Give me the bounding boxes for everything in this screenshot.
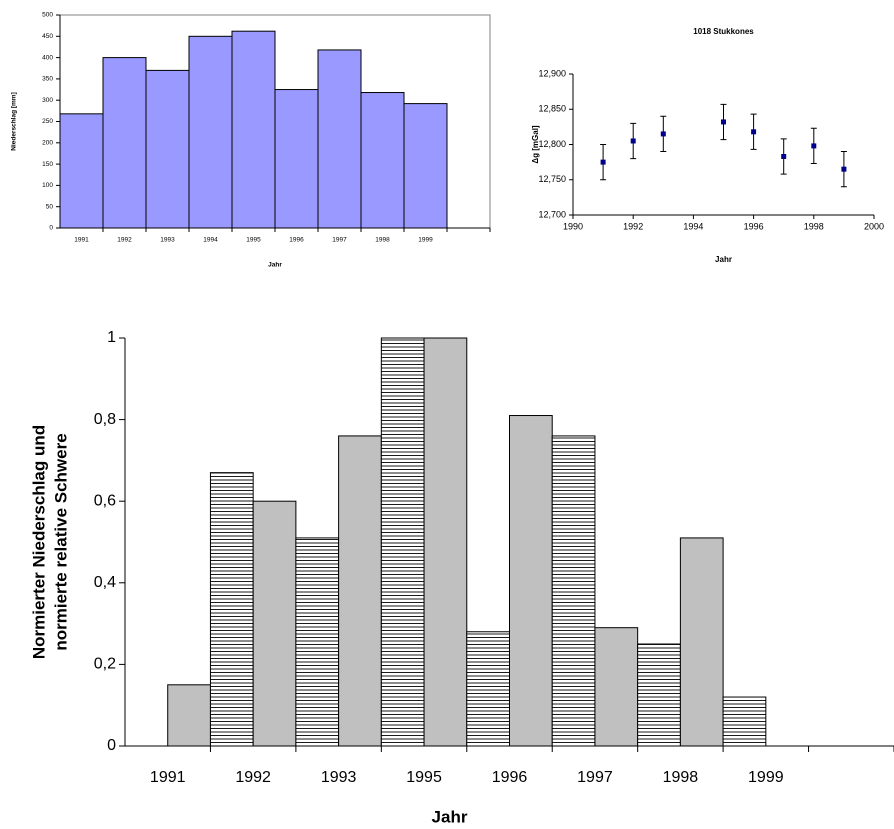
- point: [781, 153, 787, 159]
- bar: [637, 643, 681, 747]
- y-tick-label: 200: [42, 140, 53, 147]
- x-tick-label: 1997: [577, 769, 613, 786]
- bar: [102, 57, 147, 229]
- y-tick-label: 12,900: [538, 68, 566, 78]
- bar: [722, 696, 767, 747]
- y-tick-label: 400: [42, 54, 53, 61]
- x-axis-label: Jahr: [715, 255, 732, 264]
- x-axis-label: Jahr: [268, 262, 282, 269]
- bar: [423, 337, 468, 747]
- x-tick-label: 1993: [321, 769, 357, 786]
- x-tick-label: 1996: [492, 769, 528, 786]
- x-tick-label: 1990: [563, 221, 583, 231]
- y-tick-label: 0,2: [94, 656, 116, 673]
- y-tick-label: 300: [42, 97, 53, 104]
- y-tick-label: 0,4: [94, 574, 116, 591]
- x-tick-label: 1999: [418, 237, 433, 244]
- x-tick-label: 1991: [74, 237, 89, 244]
- x-tick-label: 1991: [150, 769, 186, 786]
- y-tick-label: 350: [42, 76, 53, 83]
- y-tick-label: 12,700: [538, 209, 566, 219]
- bar: [360, 92, 405, 229]
- y-axis-label: Δg [mGal]: [531, 125, 540, 164]
- bar: [380, 337, 425, 747]
- x-tick-label: 1992: [623, 221, 643, 231]
- y-tick-label: 0: [107, 737, 116, 754]
- bar: [338, 435, 382, 747]
- point: [841, 166, 847, 172]
- chart-title: 1018 Stukkones: [693, 27, 754, 36]
- point: [751, 129, 757, 135]
- y-tick-label: 150: [42, 161, 53, 168]
- y-tick-label: 0,8: [94, 411, 116, 428]
- bar: [231, 30, 276, 229]
- y-tick-label: 0: [49, 225, 53, 232]
- bar: [551, 435, 596, 747]
- x-tick-label: 1992: [117, 237, 132, 244]
- x-tick-label: 1996: [744, 221, 764, 231]
- bar: [59, 113, 104, 229]
- x-tick-label: 1999: [748, 769, 784, 786]
- x-tick-label: 1998: [663, 769, 699, 786]
- x-tick-label: 1993: [160, 237, 175, 244]
- bar: [594, 627, 639, 747]
- bar: [188, 35, 233, 229]
- x-tick-label: 1998: [375, 237, 390, 244]
- bar: [274, 89, 319, 229]
- y-tick-label: 12,750: [538, 174, 566, 184]
- point: [660, 131, 666, 137]
- y-tick-label: 12,850: [538, 104, 566, 114]
- x-tick-label: 2000: [864, 221, 884, 231]
- x-tick-label: 1996: [289, 237, 304, 244]
- y-tick-label: 250: [42, 118, 53, 125]
- x-tick-label: 1995: [406, 769, 442, 786]
- bar: [679, 537, 724, 747]
- y-tick-label: 12,800: [538, 139, 566, 149]
- x-tick-label: 1994: [203, 237, 218, 244]
- x-tick-label: 1997: [332, 237, 347, 244]
- point: [721, 119, 726, 125]
- y-tick-label: 450: [42, 33, 53, 40]
- bar: [317, 49, 362, 229]
- y-tick-label: 1: [107, 329, 116, 346]
- x-tick-label: 1992: [235, 769, 271, 786]
- x-tick-label: 1994: [683, 221, 703, 231]
- bar: [403, 103, 448, 229]
- y-tick-label: 100: [42, 182, 53, 189]
- bar: [509, 415, 553, 747]
- y-tick-label: 0,6: [94, 492, 116, 509]
- bar: [209, 472, 254, 747]
- y-tick-label: 500: [42, 12, 53, 19]
- x-tick-label: 1995: [246, 237, 261, 244]
- bar: [167, 684, 211, 747]
- bar: [252, 500, 297, 747]
- point: [630, 138, 636, 144]
- x-tick-label: 1998: [804, 221, 824, 231]
- bar: [295, 537, 340, 747]
- y-tick-label: 50: [46, 203, 54, 210]
- y-axis-label: normierte relative Schwere: [51, 433, 70, 650]
- bar: [145, 69, 190, 229]
- y-axis-label: Normierter Niederschlag und: [29, 425, 48, 659]
- point: [811, 143, 817, 149]
- bar: [466, 631, 510, 747]
- y-axis-label: Niederschlag [mm]: [11, 92, 18, 151]
- point: [600, 159, 606, 165]
- x-axis-label: Jahr: [432, 807, 468, 826]
